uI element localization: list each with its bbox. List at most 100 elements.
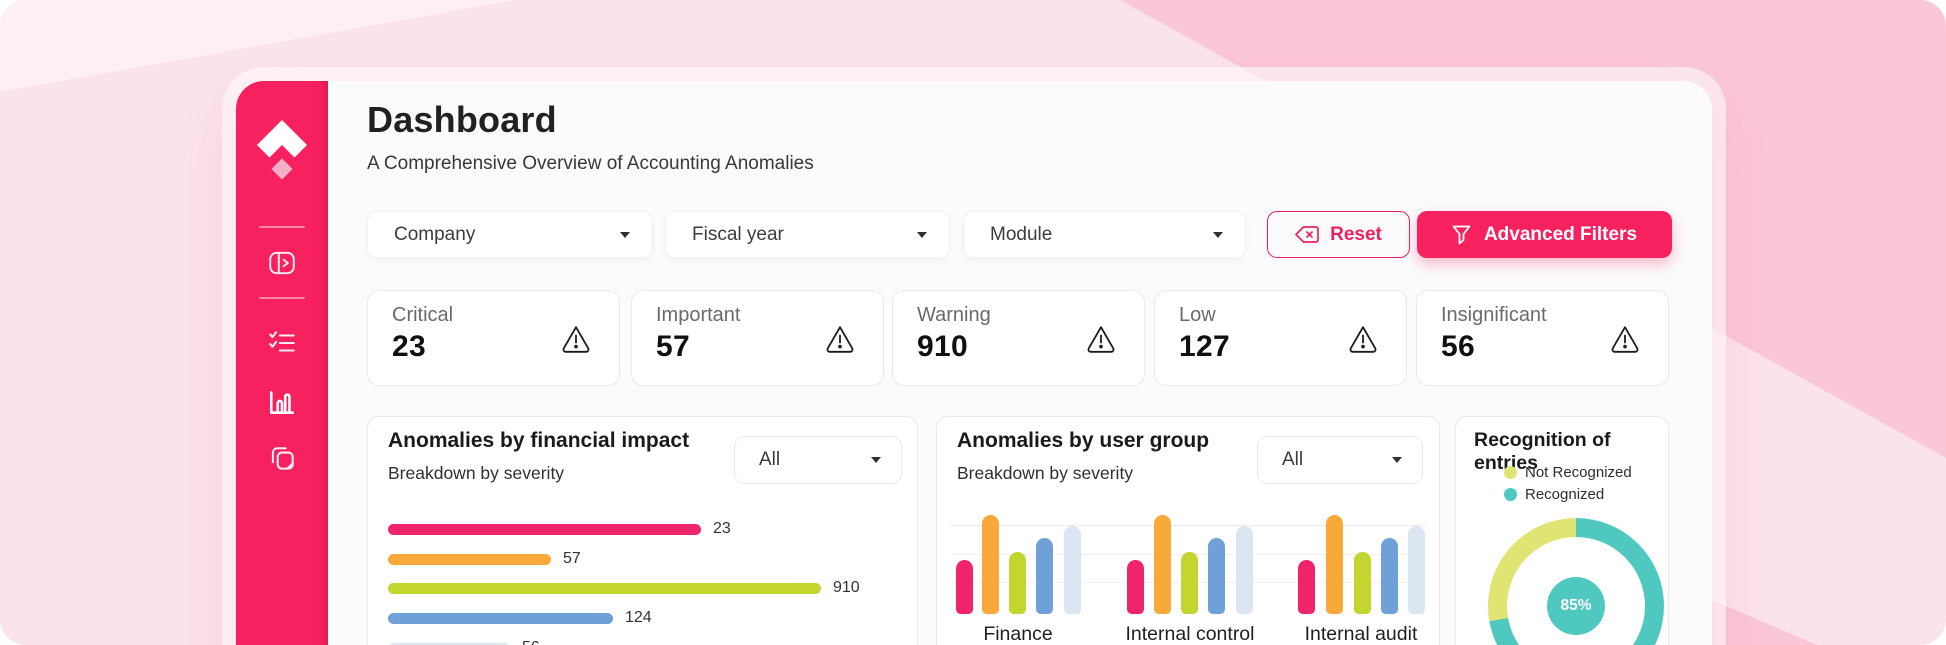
bar-internal-audit-insignificant [1408,526,1425,614]
chart-title: Recognition of entries [1474,429,1611,474]
checklist-icon [269,331,295,352]
bar-critical [388,524,701,535]
company-dropdown[interactable]: Company [367,211,653,258]
stat-label: Warning [917,304,991,326]
chart-recognition: Recognition of entries Not Recognized Re… [1455,416,1669,645]
stat-label: Critical [392,304,454,326]
stat-card-important: Important 57 [631,290,884,386]
bar-value-label: 23 [713,520,731,537]
stat-label: Low [1179,304,1216,326]
fiscal-year-dropdown[interactable]: Fiscal year [665,211,950,258]
bar-warning [388,583,821,594]
warning-triangle-icon [1087,326,1115,353]
chart-title: Anomalies by financial impact [388,429,690,452]
bar-value-label: 56 [522,639,540,645]
bar-internal-audit-critical [1298,560,1315,614]
chart-subtitle: Breakdown by severity [957,463,1134,483]
chevron-down-icon [871,457,881,463]
logo-chevron-icon [257,120,307,158]
advanced-filters-button[interactable]: Advanced Filters [1417,211,1672,258]
fiscal-year-dropdown-label: Fiscal year [692,223,784,245]
chart-financial-impact: Anomalies by financial impact Breakdown … [367,416,918,645]
bar-internal-control-critical [1127,560,1144,614]
sidebar-item-dashboard[interactable] [267,387,297,417]
bar-value-label: 124 [625,609,652,626]
warning-triangle-icon [562,326,590,353]
sidebar-item-checklist[interactable] [267,328,297,358]
impact-filter-dropdown[interactable]: All [734,436,902,484]
stat-card-insignificant: Insignificant 56 [1416,290,1669,386]
recognized-dot-icon [1504,488,1517,501]
warning-triangle-icon [1611,326,1639,353]
bar-value-label: 910 [833,579,860,596]
chevron-down-icon [1392,457,1402,463]
bar-finance-low [1036,538,1053,614]
chevron-down-icon [1213,231,1223,238]
bar-internal-audit-warning [1354,552,1371,614]
bar-finance-critical [956,560,973,614]
logo-diamond-icon [271,158,293,180]
bar-chart-icon [270,391,294,414]
module-dropdown-label: Module [990,223,1053,245]
stat-card-low: Low 127 [1154,290,1407,386]
impact-filter-value: All [759,449,781,470]
stat-value: 57 [656,330,690,363]
page-subtitle: A Comprehensive Overview of Accounting A… [367,153,814,174]
bar-internal-control-low [1208,538,1225,614]
sidebar-item-panel-toggle[interactable] [267,248,297,278]
sidebar-divider [259,297,305,299]
funnel-icon [1452,225,1471,244]
page-title: Dashboard [367,99,557,140]
company-dropdown-label: Company [394,223,476,245]
reset-button[interactable]: Reset [1267,211,1410,258]
app-logo [256,119,308,186]
bar-internal-control-important [1154,515,1171,614]
donut-center-value: 85% [1547,577,1605,635]
stat-card-critical: Critical 23 [367,290,620,386]
category-label-finance: Finance [983,623,1053,645]
warning-triangle-icon [826,326,854,353]
backspace-icon [1295,226,1319,243]
stat-label: Important [656,304,741,326]
sidebar-item-copy-pages[interactable] [267,444,297,474]
chevron-down-icon [917,231,927,238]
bar-value-label: 57 [563,550,581,567]
bar-insignificant [388,643,510,645]
stat-value: 127 [1179,330,1230,363]
copy-pages-icon [271,447,294,470]
legend-label: Not Recognized [1525,464,1632,481]
bar-internal-control-insignificant [1236,526,1253,614]
chevron-down-icon [620,231,630,238]
bar-internal-control-warning [1181,552,1198,614]
bar-low [388,613,613,624]
chart-title: Anomalies by user group [957,429,1210,452]
bar-finance-warning [1009,552,1026,614]
category-label-internal-audit: Internal audit [1304,623,1418,645]
reset-button-label: Reset [1330,223,1382,245]
sidebar-divider [259,226,305,228]
bar-important [388,554,551,565]
bar-internal-audit-important [1326,515,1343,614]
chart-subtitle: Breakdown by severity [388,463,565,483]
advanced-filters-label: Advanced Filters [1483,223,1638,245]
category-label-internal-control: Internal control [1125,623,1255,645]
stat-value: 910 [917,330,968,363]
user-group-filter-value: All [1282,449,1304,470]
bar-internal-audit-low [1381,538,1398,614]
main-panel: Dashboard A Comprehensive Overview of Ac… [236,81,1712,645]
bar-finance-important [982,515,999,614]
stat-card-warning: Warning 910 [892,290,1145,386]
module-dropdown[interactable]: Module [963,211,1246,258]
stat-label: Insignificant [1441,304,1547,326]
stat-value: 56 [1441,330,1475,363]
legend-label: Recognized [1525,486,1605,503]
user-group-filter-dropdown[interactable]: All [1257,436,1423,484]
chart-user-group: Anomalies by user group Breakdown by sev… [936,416,1440,645]
warning-triangle-icon [1349,326,1377,353]
sidebar [236,81,328,645]
stat-value: 23 [392,330,426,363]
legend-item-recognized: Recognized [1504,486,1604,503]
legend-item-not-recognized: Not Recognized [1504,464,1632,481]
not-recognized-dot-icon [1504,466,1517,479]
